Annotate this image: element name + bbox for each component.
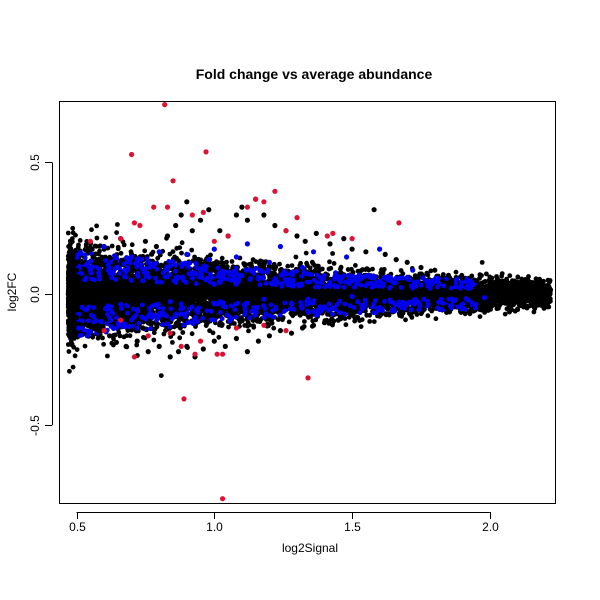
cloud-point: [177, 335, 183, 341]
cloud-point: [453, 269, 459, 275]
cloud-point: [293, 254, 299, 260]
cloud-point: [134, 342, 140, 348]
cloud-point: [70, 364, 76, 370]
chart-title: Fold change vs average abundance: [196, 66, 433, 82]
cloud-point: [353, 263, 358, 268]
cloud-point: [358, 324, 364, 329]
cloud-point: [479, 273, 484, 278]
cloud-point: [327, 259, 332, 265]
cloud-point: [398, 268, 404, 273]
cloud-point: [338, 264, 344, 270]
cloud-point: [316, 263, 321, 269]
cloud-point: [277, 261, 282, 267]
cloud-point: [246, 328, 251, 334]
cloud-point: [151, 337, 157, 343]
cloud-point: [180, 330, 186, 335]
cloud-point: [286, 319, 292, 325]
cloud-point: [219, 255, 225, 261]
cloud-point: [111, 336, 116, 342]
cloud-point: [96, 251, 101, 257]
cloud-point: [69, 341, 75, 347]
cloud-point: [319, 266, 325, 272]
cloud-point: [367, 319, 373, 324]
cloud-point: [114, 339, 119, 345]
cloud-point: [424, 270, 430, 276]
cloud-point: [477, 314, 483, 319]
cloud-point: [308, 314, 314, 319]
cloud-point: [109, 243, 115, 249]
cloud-point: [105, 353, 110, 359]
cloud-point: [216, 334, 222, 340]
cloud-point: [428, 268, 434, 274]
cloud-point: [72, 353, 78, 359]
cloud-point: [115, 244, 121, 250]
cloud-point: [67, 368, 72, 374]
cloud-point: [370, 266, 375, 272]
cloud-point: [425, 313, 431, 319]
cloud-point: [74, 347, 80, 352]
cloud-point: [289, 263, 295, 268]
cloud-point: [507, 273, 513, 279]
cloud-point: [118, 250, 124, 256]
cloud-point: [103, 235, 109, 241]
cloud-point: [129, 242, 135, 248]
cloud-point: [330, 251, 335, 256]
cloud-point: [271, 325, 277, 331]
cloud-point: [343, 322, 349, 328]
cloud-point: [346, 314, 352, 320]
cloud-point: [499, 273, 504, 279]
cloud-point: [89, 227, 94, 233]
cloud-point: [141, 335, 146, 340]
cloud-point: [142, 248, 148, 254]
cloud-point: [67, 242, 73, 247]
cloud-point: [484, 271, 489, 277]
cloud-point: [170, 249, 176, 255]
cloud-point: [229, 259, 235, 264]
cloud-point: [82, 343, 88, 349]
cloud-point: [114, 230, 119, 236]
cloud-point: [151, 330, 157, 336]
cloud-point: [251, 324, 257, 330]
points-layer: [65, 102, 554, 502]
cloud-point: [414, 312, 420, 317]
cloud-point: [65, 230, 71, 236]
cloud-point: [433, 316, 439, 322]
cloud-point: [179, 250, 184, 256]
cloud-point: [226, 324, 231, 330]
cloud-point: [303, 250, 309, 256]
